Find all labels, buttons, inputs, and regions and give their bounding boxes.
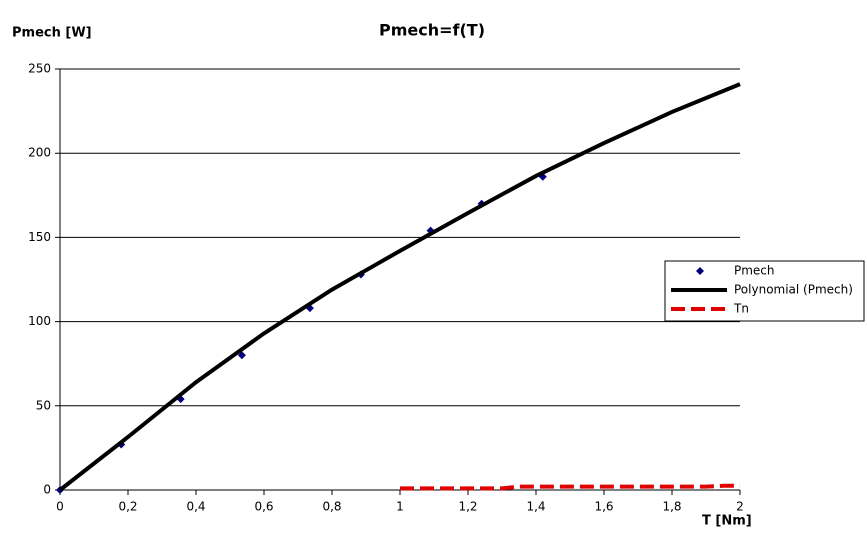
x-tick-label: 1 <box>396 500 404 514</box>
x-tick-label: 0 <box>56 500 64 514</box>
x-tick-label: 2 <box>736 500 744 514</box>
legend-label: Tn <box>733 302 749 316</box>
x-tick-label: 1,6 <box>594 500 613 514</box>
x-axis-label: T [Nm] <box>702 514 752 529</box>
y-tick-label: 0 <box>43 483 51 497</box>
x-tick-label: 1,4 <box>526 500 545 514</box>
y-tick-label: 100 <box>28 314 51 328</box>
x-tick-label: 0,6 <box>254 500 273 514</box>
legend-label: Polynomial (Pmech) <box>734 283 853 297</box>
y-tick-label: 150 <box>28 230 51 244</box>
legend-marker <box>696 267 704 275</box>
x-tick-label: 1,8 <box>662 500 681 514</box>
y-tick-label: 250 <box>28 62 51 76</box>
data-line <box>58 82 741 492</box>
y-tick-label: 50 <box>36 398 51 412</box>
chart-title: Pmech=f(T) <box>379 21 485 40</box>
data-point <box>237 351 246 360</box>
x-tick-label: 0,4 <box>186 500 205 514</box>
x-tick-label: 1,2 <box>458 500 477 514</box>
legend-label: Pmech <box>734 264 775 278</box>
y-axis-label: Pmech [W] <box>12 26 92 41</box>
x-tick-label: 0,8 <box>322 500 341 514</box>
y-tick-label: 200 <box>28 146 51 160</box>
x-tick-label: 0,2 <box>118 500 137 514</box>
data-line <box>400 483 740 491</box>
